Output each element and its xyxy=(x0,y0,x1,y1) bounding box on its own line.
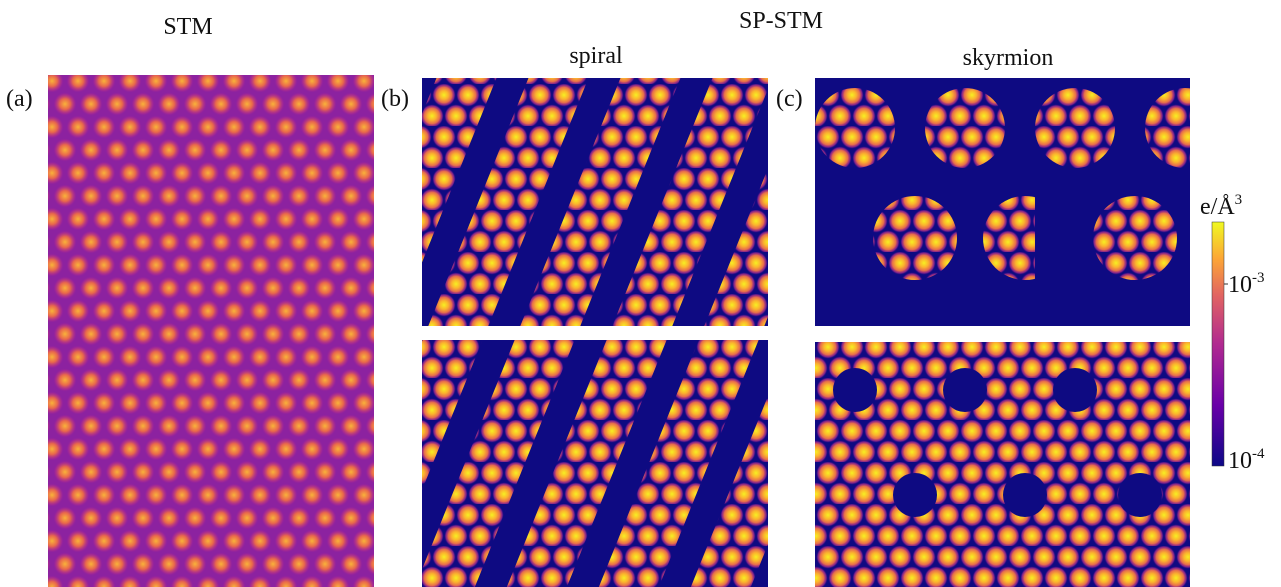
spiral-bottom xyxy=(422,340,768,587)
title-stm: STM xyxy=(163,14,212,40)
panel-label: (b) xyxy=(381,86,409,112)
figure: STM SP-STM spiral skyrmion (a) (b) (c) e… xyxy=(0,0,1281,587)
spiral-top xyxy=(422,78,768,326)
tick-base: 10 xyxy=(1228,272,1252,298)
colorbar xyxy=(1212,222,1224,466)
title-skyrmion: skyrmion xyxy=(963,45,1054,71)
colorbar-tick-label: 10-3 xyxy=(1228,270,1265,298)
skyrmion-top xyxy=(815,78,1190,326)
tick-exponent: -3 xyxy=(1252,270,1265,286)
unit: e/Å xyxy=(1200,194,1235,220)
tick-base: 10 xyxy=(1228,448,1252,474)
colorbar-tick-label: 10-4 xyxy=(1228,446,1265,474)
stm-image xyxy=(48,75,374,587)
unit-exponent: 3 xyxy=(1235,192,1243,208)
tick-exponent: -4 xyxy=(1252,446,1265,462)
title-spiral: spiral xyxy=(569,43,623,69)
skyrmion-bottom xyxy=(815,342,1190,587)
title-sp-stm: SP-STM xyxy=(739,8,823,34)
panel-label: (c) xyxy=(776,86,803,112)
colorbar-unit: e/Å3 xyxy=(1200,192,1242,220)
page: STM SP-STM spiral skyrmion (a) (b) (c) e… xyxy=(0,0,1281,587)
panel-label: (a) xyxy=(6,86,33,112)
